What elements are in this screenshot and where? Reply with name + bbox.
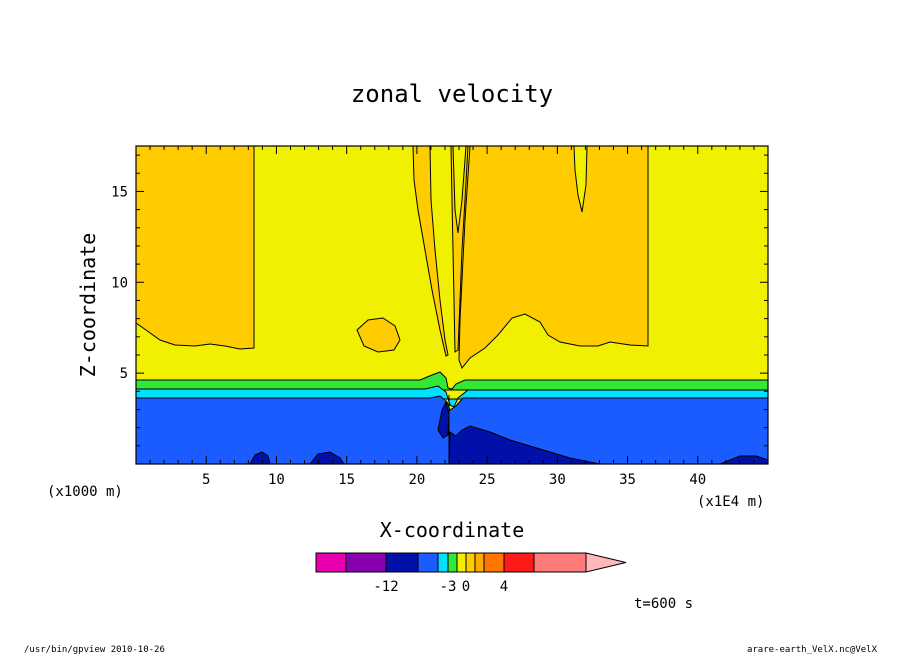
region-navy-bottom: [448, 425, 601, 464]
colorbar-segment: [385, 552, 419, 573]
colorbar-label: 4: [500, 579, 508, 595]
colorbar-segment: [483, 552, 505, 573]
region-navy-bump-3: [719, 455, 768, 464]
y-axis-label: Z-coordinate: [76, 233, 100, 378]
colorbar-segment: [533, 552, 587, 573]
colorbar-segment: [465, 552, 476, 573]
chart-title: zonal velocity: [351, 80, 553, 108]
x-unit-right: (x1E4 m): [697, 494, 764, 510]
time-label: t=600 s: [634, 596, 693, 612]
region-orange-narrow-1: [412, 146, 449, 357]
x-tick-label: 25: [479, 472, 496, 488]
colorbar-segment: [345, 552, 387, 573]
x-tick-label: 30: [549, 472, 566, 488]
y-tick-label: 5: [120, 366, 128, 382]
y-tick-label: 10: [111, 275, 128, 291]
x-tick-label: 10: [268, 472, 285, 488]
plot-frame: [135, 145, 769, 465]
colorbar-segment: [474, 552, 485, 573]
y-axis-ticks: 5 10 15: [111, 154, 768, 447]
region-yellow-notch-top: [452, 146, 467, 234]
x-tick-label: 35: [619, 472, 636, 488]
colorbar-segment: [456, 552, 467, 573]
colorbar-labels: -12 -3 0 4: [373, 579, 508, 595]
region-orange-blob: [356, 317, 401, 353]
x-axis-ticks: 5 10 15 20 25 30 35 40: [149, 146, 755, 488]
x-tick-label: 40: [689, 472, 706, 488]
x-unit-left: (x1000 m): [47, 484, 123, 500]
region-green-band: [136, 371, 768, 391]
region-orange-left: [136, 146, 255, 350]
footer-right: arare-earth_VelX.nc@VelX: [747, 645, 878, 654]
colorbar-segment: [417, 552, 439, 573]
region-orange-right: [458, 146, 649, 369]
colorbar-segment: [437, 552, 449, 573]
x-tick-label: 5: [202, 472, 210, 488]
contour-plot: [136, 146, 768, 464]
colorbar-segment: [447, 552, 458, 573]
colorbar-arrow: [585, 552, 627, 573]
colorbar: [315, 552, 627, 573]
y-tick-label: 15: [111, 184, 128, 200]
footer-left: /usr/bin/gpview 2010-10-26: [24, 645, 165, 654]
x-tick-label: 15: [338, 472, 355, 488]
region-yellow-notch-right: [573, 146, 588, 213]
colorbar-label: -12: [373, 579, 398, 595]
x-tick-label: 20: [408, 472, 425, 488]
colorbar-segment: [315, 552, 347, 573]
colorbar-label: -3: [440, 579, 457, 595]
region-blue-band: [136, 395, 768, 464]
colorbar-label: 0: [462, 579, 470, 595]
x-axis-label: X-coordinate: [380, 518, 525, 542]
region-navy-bump-1: [249, 451, 271, 464]
colorbar-segment: [503, 552, 535, 573]
